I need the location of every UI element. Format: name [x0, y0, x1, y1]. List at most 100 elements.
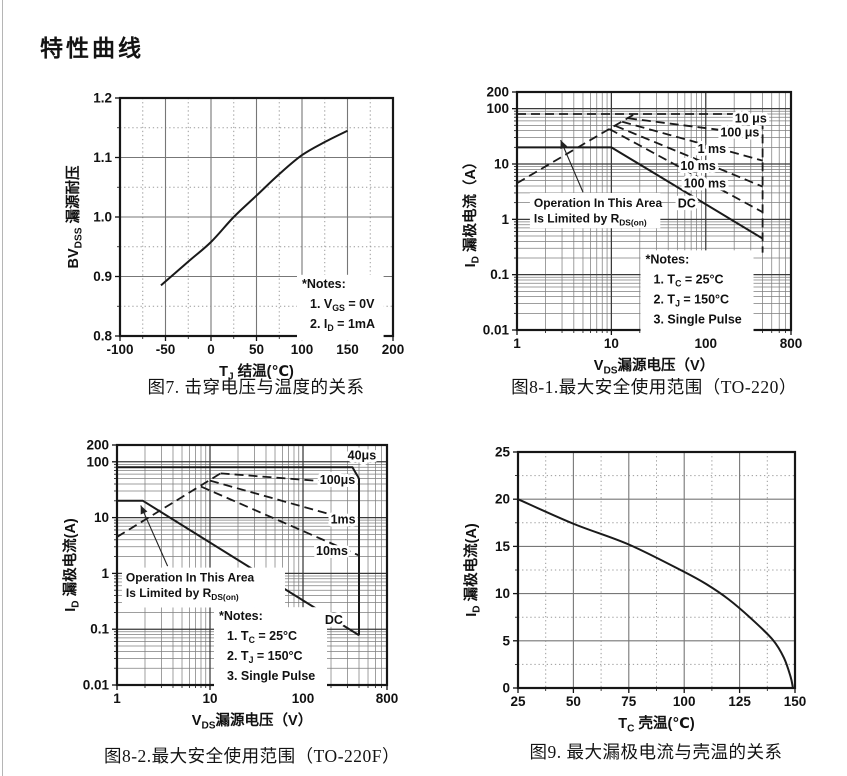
- label: -50: [156, 342, 176, 357]
- fig8_1-series-rdson-limit: [516, 114, 634, 184]
- fig8_2-series-rdson-limit: [116, 472, 222, 538]
- label: *Notes:: [219, 609, 263, 623]
- label: 800: [780, 336, 803, 351]
- label: 0.1: [90, 622, 109, 637]
- label: 1: [513, 336, 521, 351]
- label: 2. TJ = 150°C: [654, 292, 730, 308]
- fig8_2-curve-label-40μs: 40μs: [348, 448, 377, 462]
- fig8_1-curve-label-100 ms: 100 ms: [684, 177, 726, 191]
- label: 150: [784, 694, 807, 709]
- fig8_2-series-100 μs: [220, 472, 360, 485]
- fig8_2-series-DC: [117, 499, 360, 637]
- label: 100: [86, 454, 109, 469]
- fig7-caption: 图7. 击穿电压与温度的关系: [147, 377, 365, 397]
- fig8_1-curve-label-DC: DC: [678, 196, 696, 210]
- label: Is Limited by RDS(on): [126, 586, 239, 602]
- label: 1. VGS = 0V: [310, 297, 375, 313]
- label: 150: [336, 342, 359, 357]
- label: 100: [486, 101, 509, 116]
- label: 25: [495, 445, 511, 460]
- label: 800: [376, 691, 399, 706]
- label: 50: [249, 342, 264, 357]
- fig8_2-curve-label-1ms: 1ms: [331, 512, 356, 526]
- fig8-2-caption: 图8-2.最大安全使用范围（TO-220F）: [103, 746, 401, 766]
- label: 10: [495, 586, 510, 601]
- label: 2. ID = 1mA: [310, 317, 375, 333]
- fig8_2-annotation-arrow: [140, 505, 169, 567]
- label: 10: [494, 156, 509, 171]
- fig9-y-axis-label: ID 漏极电流(A): [462, 523, 482, 617]
- label: 100: [292, 691, 315, 706]
- fig8_1-series-100 μs: [627, 117, 763, 137]
- label: 0.01: [483, 323, 510, 338]
- label: 125: [728, 694, 751, 709]
- fig7-breakdown-voltage-chart: *Notes: 1. VGS = 0V 2. ID = 1mA -100 -50 0 50 1…: [64, 91, 404, 383]
- label: 0.9: [93, 269, 112, 284]
- fig8_1-y-axis-label: ID 漏极电流（A）: [461, 155, 481, 268]
- fig8_1-series-1 ms: [621, 120, 763, 162]
- fig8_2-x-axis-label: VDS漏源电压（V）: [192, 711, 312, 731]
- label: 1.1: [93, 150, 112, 165]
- label: 15: [495, 539, 511, 554]
- fig9-x-axis-label: TC 壳温(℃): [618, 714, 695, 733]
- fig8_1-curve-label-10 ms: 10 ms: [680, 159, 715, 173]
- label: 3. Single Pulse: [654, 312, 742, 326]
- label: -100: [106, 342, 133, 357]
- fig8_2-notes: *Notes: 1. TC = 25°C 2. TJ = 150°C 3. Singl…: [214, 607, 328, 694]
- fig9-plot-frame: [516, 450, 797, 690]
- label: 1: [101, 566, 109, 581]
- label: 25: [510, 694, 526, 709]
- label: 200: [486, 85, 509, 100]
- label: 0.01: [83, 678, 110, 693]
- label: *Notes:: [646, 252, 690, 266]
- fig9-derating-chart: 25 50 75 100 125 150 0 5 10 15 20 25 TC 壳温(℃) ID 漏极电流…: [462, 445, 806, 734]
- fig9-tick-labels: 25 50 75 100 125 150 0 5 10 15 20 25: [495, 445, 806, 710]
- arrowhead-icon: [140, 505, 148, 515]
- fig8-1-caption: 图8-1.最大安全使用范围（TO-220）: [511, 377, 797, 397]
- label: *Notes:: [302, 277, 346, 291]
- fig9-gridlines: [517, 451, 796, 689]
- label: 10: [202, 691, 217, 706]
- fig7-tick-labels: -100 -50 0 50 100 150 200 0.8 0.9 1.0 1.1 1.2: [93, 91, 404, 358]
- fig8_1-series-DC: [517, 146, 764, 240]
- fig7-notes: *Notes: 1. VGS = 0V 2. ID = 1mA: [297, 274, 384, 341]
- label: 5: [502, 633, 510, 648]
- fig8_1-curve-label-10 μs: 10 μs: [735, 112, 767, 126]
- label: 100: [291, 342, 314, 357]
- label: 1: [501, 212, 509, 227]
- label: 100: [694, 336, 717, 351]
- label: 2. TJ = 150°C: [227, 649, 303, 665]
- fig8_2-y-axis-label: ID 漏极电流(A): [61, 518, 81, 612]
- page-title: 特性曲线: [40, 36, 144, 62]
- label: 0.8: [93, 329, 112, 344]
- label: 200: [86, 438, 109, 453]
- label: 200: [382, 342, 405, 357]
- fig8_2-curve-label-100μs: 100μs: [320, 473, 356, 487]
- label: 1.0: [93, 210, 112, 225]
- fig8_1-x-axis-label: VDS漏源电压（V）: [594, 356, 714, 376]
- label: 10: [94, 510, 109, 525]
- fig8_2-series-10 ms: [200, 485, 360, 557]
- fig7-plot-frame: [118, 96, 395, 338]
- page-left-border: [2, 0, 3, 776]
- label: 1: [113, 691, 121, 706]
- label: 1.2: [93, 91, 112, 106]
- label: 100: [673, 694, 696, 709]
- label: Is Limited by RDS(on): [534, 211, 647, 227]
- fig8_2-series-1 ms: [209, 479, 360, 524]
- fig7-series-normalized-breakdown-voltage: [160, 129, 348, 287]
- fig8_2-series-40 μs: [117, 466, 360, 636]
- fig8_1-notes: *Notes: 1. TC = 25°C 2. TJ = 150°C 3. Singl…: [640, 250, 754, 337]
- label: Operation In This Area: [126, 571, 255, 585]
- fig9-tick-marks: [513, 451, 796, 693]
- label: 1. TC = 25°C: [227, 629, 297, 645]
- label: 0.1: [490, 267, 509, 282]
- label: 20: [495, 492, 510, 507]
- fig8_1-annotation-arrow: [560, 139, 584, 193]
- label: 0: [502, 681, 510, 696]
